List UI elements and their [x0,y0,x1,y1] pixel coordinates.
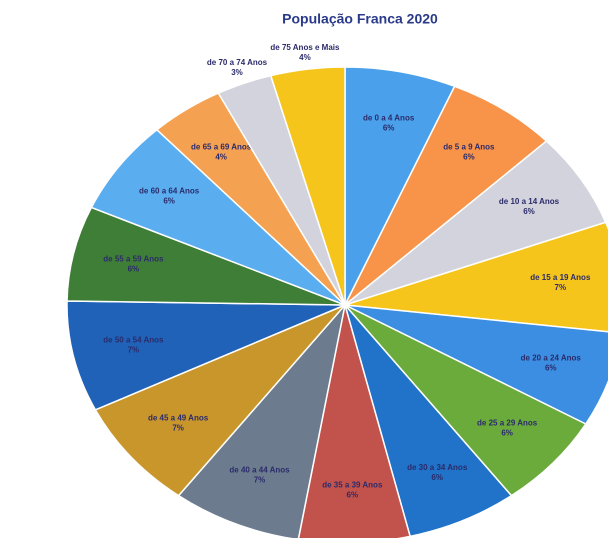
slice-value-label: 6% [431,473,443,482]
pie-slice [344,66,456,306]
slice-value-label: 7% [555,283,567,292]
slice-label: de 50 a 54 Anos [103,336,164,345]
slice-label: de 15 a 19 Anos [530,273,591,282]
slice-value-label: 6% [163,197,175,206]
slice-value-label: 6% [523,207,535,216]
slice-label: de 10 a 14 Anos [499,197,560,206]
pie-slice [90,128,346,306]
slice-value-label: 4% [299,53,311,62]
pie-slice [344,85,548,306]
pie-slice [344,221,608,333]
slice-value-label: 6% [128,265,140,274]
slice-value-label: 7% [172,424,184,433]
slice-label: de 75 Anos e Mais [270,43,340,52]
pie-slice [344,304,587,497]
slice-label: de 35 a 39 Anos [322,481,383,490]
slice-label: de 65 a 69 Anos [191,143,252,152]
slice-value-label: 3% [231,68,243,77]
slice-value-label: 6% [347,491,359,500]
slice-label: de 55 a 59 Anos [103,255,164,264]
slice-label: de 70 a 74 Anos [207,58,268,67]
slice-value-label: 6% [501,428,513,437]
pie-slice [66,206,346,306]
slice-value-label: 7% [254,476,266,485]
slice-label: de 0 a 4 Anos [363,113,415,122]
pie-slice [344,304,608,425]
pie-slice [269,66,346,306]
slice-label: de 30 a 34 Anos [407,463,468,472]
slice-value-label: 6% [463,153,475,162]
slice-label: de 25 a 29 Anos [477,418,538,427]
slice-value-label: 6% [545,364,557,373]
slice-label: de 60 a 64 Anos [139,187,200,196]
slice-value-label: 7% [128,346,140,355]
pie-slice [344,304,513,538]
pie-slice [66,300,346,411]
pie-slice [177,302,347,538]
slice-label: de 5 a 9 Anos [443,143,495,152]
slice-value-label: 6% [383,123,395,132]
slice-label: de 45 a 49 Anos [148,414,209,423]
pie-slice [344,140,607,306]
slice-label: de 20 a 24 Anos [521,354,582,363]
pie-slice [94,304,346,497]
slice-label: de 40 a 44 Anos [229,466,290,475]
chart-title: População Franca 2020 [282,11,438,27]
pie-slice [297,304,412,538]
slice-value-label: 4% [215,153,227,162]
